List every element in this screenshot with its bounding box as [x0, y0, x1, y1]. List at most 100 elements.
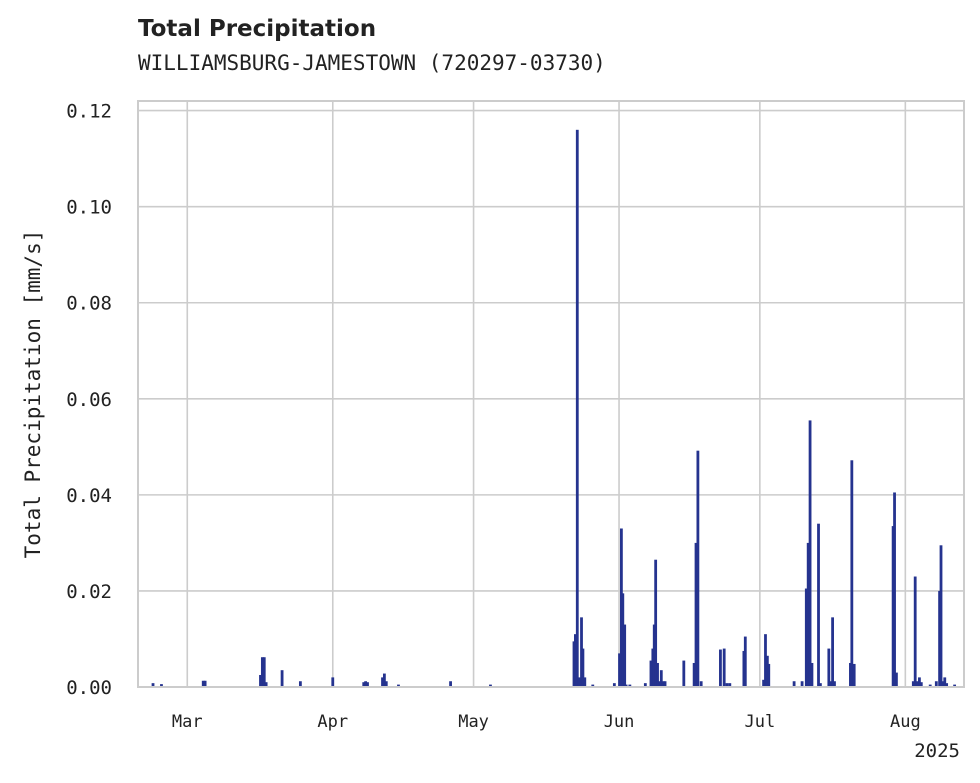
precipitation-bar — [852, 663, 856, 687]
precipitation-bar — [489, 684, 492, 687]
precipitation-bar — [945, 683, 949, 687]
precipitation-bar — [939, 545, 943, 687]
y-tick-label: 0.08 — [66, 293, 112, 315]
precipitation-bar — [850, 460, 854, 687]
precipitation-bar — [938, 590, 941, 687]
precipitation-bar — [895, 672, 898, 687]
precipitation-bar — [298, 681, 302, 687]
precipitation-bar — [649, 660, 653, 687]
precipitation-bar — [891, 526, 895, 687]
precipitation-bar — [583, 677, 587, 687]
precipitation-bar — [577, 677, 581, 687]
precipitation-bar — [619, 528, 623, 687]
precipitation-bar — [764, 634, 767, 687]
precipitation-bar — [941, 681, 945, 687]
precipitation-bar — [624, 684, 628, 687]
precipitation-bar — [366, 682, 369, 687]
precipitation-bar — [259, 674, 262, 687]
precipitation-bar — [804, 588, 808, 687]
precipitation-bar — [694, 542, 698, 687]
y-tick-label: 0.12 — [66, 101, 112, 123]
precipitation-bar — [364, 681, 368, 687]
precipitation-bar — [893, 492, 896, 687]
precipitation-bar — [725, 683, 729, 687]
chart-subtitle: WILLIAMSBURG-JAMESTOWN (720297-03730) — [138, 51, 606, 75]
precipitation-bar — [743, 636, 747, 687]
precipitation-bar — [696, 450, 700, 687]
precipitation-bar — [652, 624, 656, 687]
precipitation-bar — [656, 662, 659, 687]
precipitation-bar — [581, 648, 585, 687]
x-tick-label: Apr — [317, 712, 348, 732]
precipitation-bar — [792, 681, 796, 687]
precipitation-bar — [382, 673, 386, 687]
precipitation-bar — [572, 641, 576, 687]
y-tick-label: 0.00 — [66, 677, 112, 699]
y-tick-label: 0.02 — [66, 581, 112, 603]
x-tick-label: Aug — [890, 712, 921, 732]
precipitation-bar — [831, 617, 834, 687]
x-tick-label: May — [458, 712, 489, 732]
precipitation-bar — [919, 682, 923, 687]
precipitation-bar — [203, 680, 207, 687]
precipitation-bar — [810, 662, 814, 687]
precipitation-bar — [742, 650, 746, 687]
precipitation-bar — [728, 683, 732, 687]
precipitation-bar — [381, 677, 384, 687]
precipitation-bar — [765, 655, 769, 687]
precipitation-bars — [151, 129, 957, 687]
precipitation-bar — [934, 681, 938, 687]
precipitation-bar — [201, 680, 205, 687]
precipitation-bar — [692, 662, 696, 687]
precipitation-bar — [915, 681, 919, 687]
precipitation-bar — [575, 129, 579, 687]
x-tick-label: Mar — [172, 712, 203, 732]
x-axis-year-label: 2025 — [914, 740, 960, 762]
precipitation-bar — [658, 681, 661, 687]
precipitation-bar — [612, 683, 616, 687]
precipitation-bar — [397, 684, 400, 687]
precipitation-bar — [260, 657, 264, 687]
precipitation-bar — [833, 681, 836, 687]
y-tick-label: 0.04 — [66, 485, 112, 507]
precipitation-bar — [654, 559, 658, 687]
precipitation-bar — [918, 677, 921, 687]
precipitation-bar — [151, 683, 155, 687]
precipitation-bar — [623, 624, 627, 687]
precipitation-bar — [767, 663, 771, 687]
plot-frame — [137, 100, 965, 688]
x-axis-ticks: Mar Apr May Jun Jul Aug — [172, 712, 921, 732]
precipitation-bar — [953, 684, 957, 687]
x-tick-label: Jun — [604, 712, 635, 732]
precipitation-bar — [160, 684, 163, 687]
precipitation-bar — [722, 648, 726, 687]
precipitation-bar — [663, 681, 667, 687]
precipitation-bar — [911, 681, 915, 687]
precipitation-bar — [827, 648, 831, 687]
precipitation-bar — [762, 679, 766, 687]
chart-title: Total Precipitation — [138, 16, 377, 42]
precipitation-bar — [800, 681, 804, 687]
precipitation-bar — [829, 681, 833, 687]
precipitation-bar — [331, 677, 335, 687]
precipitation-bar — [682, 660, 686, 687]
precipitation-bar — [362, 682, 366, 687]
precipitation-bar — [719, 649, 722, 687]
precipitation-bar — [580, 617, 583, 687]
precipitation-bar — [806, 542, 810, 687]
precipitation-bar — [618, 653, 621, 687]
precipitation-bar — [262, 657, 266, 687]
x-tick-label: Jul — [744, 712, 775, 732]
precipitation-bar — [591, 684, 595, 687]
precipitation-bar — [659, 670, 663, 687]
precipitation-bar — [817, 523, 820, 687]
grid-lines — [138, 101, 964, 688]
precipitation-bar — [928, 684, 932, 687]
precipitation-bar — [699, 681, 703, 687]
precipitation-bar — [651, 648, 655, 687]
precipitation-bar — [628, 684, 632, 687]
y-axis-label: Total Precipitation [mm/s] — [21, 230, 45, 559]
precipitation-bar — [943, 677, 947, 687]
precipitation-bar — [264, 682, 268, 687]
